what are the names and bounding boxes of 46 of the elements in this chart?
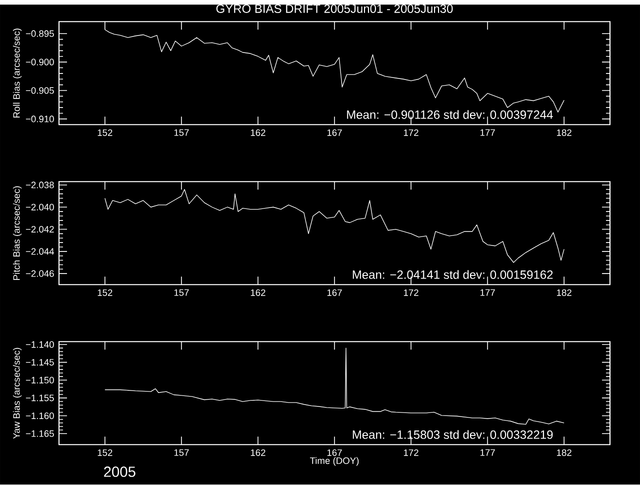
- y-tick-label: −0.905: [26, 87, 54, 94]
- y-tick-label: −2.038: [26, 182, 54, 188]
- y-tick-label: −1.140: [26, 341, 54, 348]
- x-tick-label: 157: [174, 450, 189, 456]
- x-tick-label: 167: [327, 290, 342, 296]
- x-tick-label: 167: [327, 450, 342, 456]
- x-tick-label: 182: [557, 450, 572, 456]
- y-tick-label: −0.910: [26, 116, 54, 122]
- y-tick-label: −1.160: [26, 412, 54, 420]
- y-tick-label: −1.145: [26, 359, 54, 366]
- annotation: Mean: −1.15803 std dev: 0.00332219: [352, 430, 553, 440]
- x-tick-label: 182: [557, 290, 572, 296]
- x-tick-label: 177: [480, 450, 495, 456]
- x-tick-label: 157: [174, 130, 189, 136]
- y-tick-label: −1.165: [26, 430, 54, 438]
- x-tick-label: 177: [480, 130, 495, 136]
- x-tick-label: 152: [98, 450, 112, 456]
- x-tick-label: 152: [98, 290, 112, 296]
- y-tick-label: −2.040: [26, 204, 54, 211]
- text: 2005: [104, 466, 136, 478]
- y-tick-label: −2.042: [26, 226, 54, 233]
- x-tick-label: 162: [250, 290, 266, 296]
- y-axis-title: Pitch Bias (arcsec/sec): [12, 186, 22, 280]
- y-tick-label: −1.150: [26, 377, 54, 384]
- x-tick-label: 177: [480, 290, 495, 296]
- x-tick-label: 162: [250, 130, 266, 136]
- y-tick-label: −0.895: [26, 30, 54, 38]
- x-tick-label: 157: [174, 290, 189, 296]
- y-tick-label: −2.046: [26, 270, 54, 278]
- y-axis-title: Roll Bias (arcsec/sec): [12, 28, 22, 118]
- chart-title: GYRO BIAS DRIFT 2005Jun01 - 2005Jun30: [216, 4, 453, 14]
- line-series: [104, 189, 564, 264]
- x-tick-label: 167: [327, 130, 342, 136]
- y-tick-label: −1.155: [26, 394, 54, 402]
- y-tick-label: −0.900: [26, 58, 54, 66]
- y-tick-label: −2.044: [26, 248, 54, 255]
- x-axis-title: Time (DOY): [310, 457, 359, 466]
- x-tick-label: 172: [404, 450, 418, 456]
- y-axis-title: Yaw Bias (arcsec/sec): [12, 348, 22, 439]
- x-tick-label: 182: [557, 130, 572, 136]
- x-tick-label: 162: [250, 450, 266, 456]
- x-tick-label: 172: [404, 130, 418, 136]
- x-tick-label: 172: [404, 290, 418, 296]
- x-tick-label: 152: [98, 130, 112, 136]
- annotation: Mean: −2.04141 std dev: 0.00159162: [352, 270, 553, 280]
- annotation: Mean: −0.901126 std dev: 0.00397244: [347, 110, 553, 120]
